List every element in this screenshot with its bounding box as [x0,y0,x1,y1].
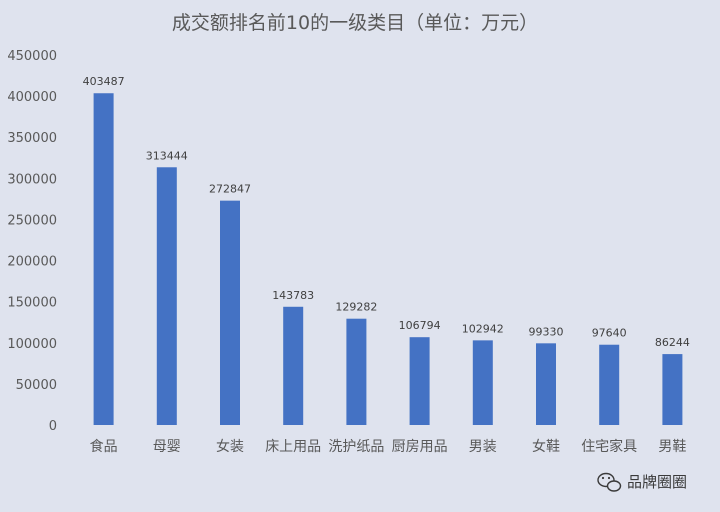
x-tick-label: 食品 [90,438,118,455]
x-tick-label: 男鞋 [658,439,686,455]
watermark: 品牌圈圈 [597,472,687,492]
data-label: 313444 [146,149,188,162]
bar [283,306,304,425]
y-tick-label: 300000 [7,172,57,187]
y-tick-label: 450000 [7,49,57,64]
x-tick-label: 住宅家具 [581,438,637,455]
data-label: 102942 [462,322,504,335]
y-axis-ticks: 0 50000 100000 150000 200000 250000 300000 3500… [7,49,57,434]
bar [662,354,683,425]
bar [346,318,367,425]
y-tick-label: 0 [49,419,57,434]
x-tick-label: 洗护纸品 [328,439,384,455]
data-label: 272847 [209,183,251,196]
y-tick-label: 100000 [7,337,57,352]
x-tick-label: 女鞋 [532,438,560,455]
chart-title: 成交额排名前10的一级类目（单位：万元） [172,12,538,34]
watermark-text: 品牌圈圈 [627,473,687,491]
x-tick-label: 男装 [469,439,497,455]
data-label: 106794 [399,319,441,332]
bars [93,93,683,426]
data-label: 86244 [655,336,690,349]
y-tick-label: 250000 [7,213,57,228]
data-label: 97640 [592,327,627,340]
bar [409,337,430,425]
wechat-icon [597,472,622,492]
y-tick-label: 350000 [7,131,57,146]
bar [599,344,620,425]
y-tick-label: 400000 [7,90,57,105]
x-tick-label: 床上用品 [265,439,321,455]
x-tick-label: 女装 [216,438,244,455]
data-label: 99330 [529,325,564,338]
data-label: 403487 [83,75,125,88]
bar [93,93,114,425]
data-label: 143783 [272,289,314,302]
y-tick-label: 50000 [16,378,57,393]
bar [156,167,177,426]
y-tick-label: 200000 [7,255,57,270]
bar [536,343,556,425]
x-tick-label: 母婴 [153,439,181,455]
y-tick-label: 150000 [7,296,57,311]
bar [472,340,493,425]
data-label: 129282 [335,301,377,314]
data-labels: 403487 313444 272847 143783 129282 106794 1029… [83,75,690,349]
x-tick-label: 厨房用品 [392,439,448,455]
x-axis-labels: 食品 母婴 女装 床上用品 洗护纸品 厨房用品 男装 女鞋 住宅家具 男鞋 [90,438,687,455]
bar [220,200,240,425]
